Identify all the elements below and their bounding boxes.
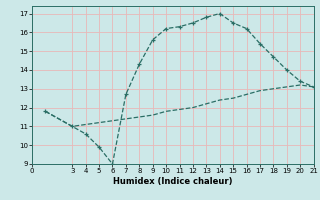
X-axis label: Humidex (Indice chaleur): Humidex (Indice chaleur)	[113, 177, 233, 186]
